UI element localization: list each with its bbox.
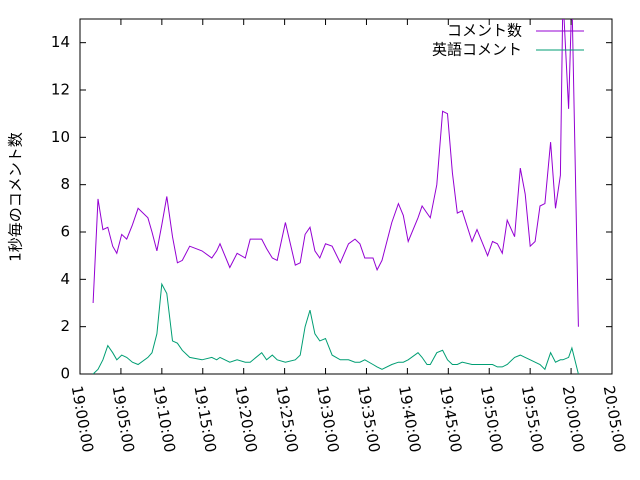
x-tick-label: 19:05:00 [109,384,138,453]
x-tick-label: 19:15:00 [190,384,219,453]
series-line [92,19,579,327]
x-tick-label: 20:00:00 [559,384,588,453]
series-line [92,282,579,374]
y-tick-label: 4 [60,270,70,288]
y-tick-label: 0 [60,365,70,383]
y-tick-label: 14 [51,33,70,51]
x-tick-label: 19:10:00 [149,384,178,453]
y-tick-label: 8 [60,175,70,193]
y-tick-label: 12 [51,81,70,99]
x-tick-label: 19:45:00 [436,384,465,453]
x-tick-label: 19:40:00 [395,384,424,453]
plot-border [79,18,613,375]
series-layer [92,19,579,374]
x-tick-label: 19:30:00 [313,384,342,453]
y-tick-label: 6 [60,223,70,241]
y-tick-label: 2 [60,317,70,335]
y-axis-label: 1秒毎のコメント数 [7,132,25,262]
x-tick-label: 19:00:00 [68,384,97,453]
x-tick-label: 19:55:00 [518,384,547,453]
legend-label: 英語コメント [432,41,522,59]
x-tick-label: 19:25:00 [272,384,301,453]
x-tick-label: 19:50:00 [477,384,506,453]
x-tick-label: 19:35:00 [354,384,383,453]
x-tick-label: 20:05:00 [600,384,629,453]
y-tick-label: 10 [51,128,70,146]
x-tick-label: 19:20:00 [231,384,260,453]
legend-label: コメント数 [447,22,522,40]
